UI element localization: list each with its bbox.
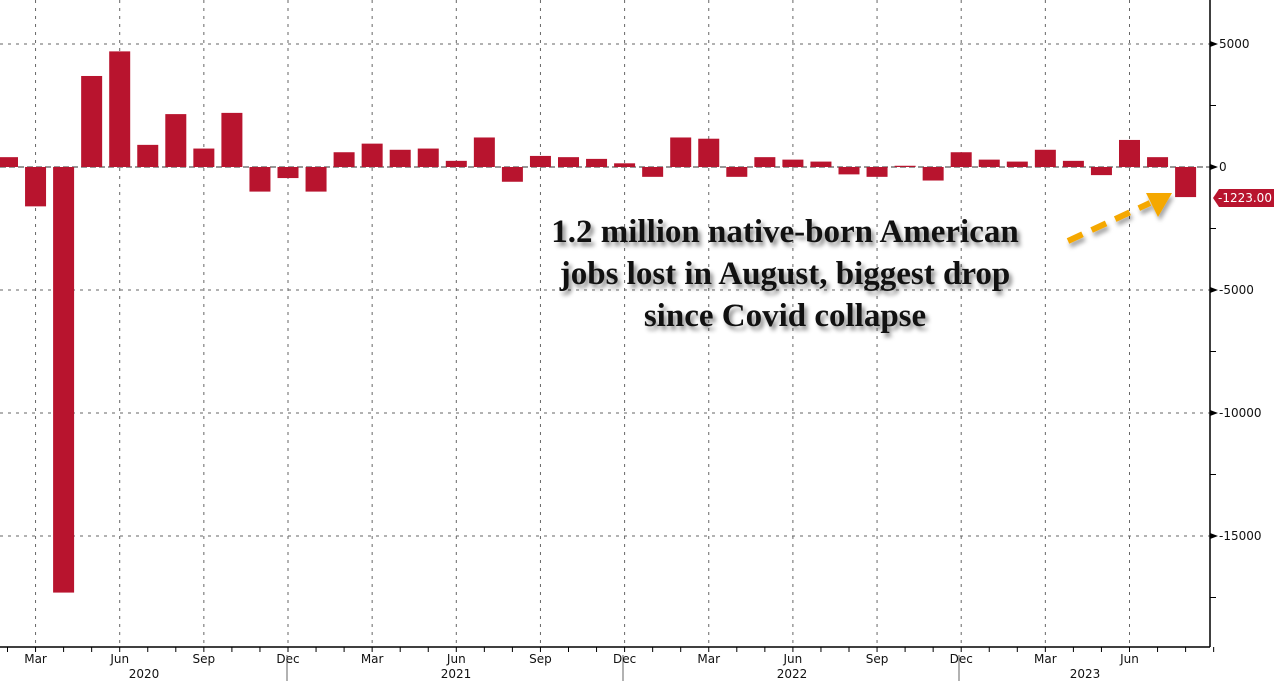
annotation-arrow-icon bbox=[1066, 193, 1172, 244]
bar bbox=[1006, 161, 1028, 167]
y-tick-label: -10000 bbox=[1219, 406, 1262, 420]
bar bbox=[417, 148, 439, 167]
bar bbox=[389, 149, 411, 167]
bar bbox=[305, 167, 327, 192]
bar bbox=[501, 167, 523, 182]
x-tick-label: Sep bbox=[866, 652, 889, 666]
last-value-badge: -1223.00 bbox=[1213, 189, 1274, 207]
x-tick-label: Mar bbox=[24, 652, 47, 666]
bar bbox=[950, 152, 972, 167]
bar bbox=[726, 167, 748, 177]
bar bbox=[1062, 160, 1084, 167]
bar bbox=[445, 160, 467, 167]
bar bbox=[1147, 157, 1169, 167]
bar bbox=[529, 155, 551, 167]
y-tick-label: 0 bbox=[1219, 160, 1227, 174]
bar bbox=[1119, 139, 1140, 167]
bar bbox=[473, 137, 495, 167]
x-tick-label: Jun bbox=[446, 652, 466, 666]
bar bbox=[1090, 167, 1112, 176]
bar bbox=[978, 159, 1000, 167]
bar bbox=[361, 143, 383, 167]
bar bbox=[586, 158, 608, 167]
bar bbox=[0, 157, 18, 167]
bar bbox=[25, 167, 47, 207]
x-tick-label: Dec bbox=[276, 652, 299, 666]
year-label: 2023 bbox=[1070, 667, 1101, 681]
bar bbox=[810, 161, 832, 167]
y-tick-label: -15000 bbox=[1219, 529, 1262, 543]
bar bbox=[642, 167, 664, 177]
year-label: 2020 bbox=[129, 667, 160, 681]
bar bbox=[922, 167, 944, 181]
bar bbox=[782, 159, 804, 167]
y-tick-label: -5000 bbox=[1219, 283, 1254, 297]
x-tick-label: Jun bbox=[109, 652, 129, 666]
annotation-line-1: 1.2 million native-born American bbox=[551, 214, 1019, 250]
bar bbox=[894, 165, 916, 167]
bar bbox=[670, 137, 692, 167]
bar bbox=[754, 157, 776, 167]
bar bbox=[698, 138, 720, 167]
bar bbox=[277, 167, 299, 179]
x-tick-label: Mar bbox=[697, 652, 720, 666]
annotation-line-3: since Covid collapse bbox=[643, 297, 927, 334]
bar bbox=[614, 163, 636, 167]
bar bbox=[137, 144, 159, 167]
bar bbox=[333, 152, 355, 167]
x-tick-label: Sep bbox=[193, 652, 216, 666]
bar bbox=[109, 51, 131, 167]
x-tick-label: Dec bbox=[950, 652, 973, 666]
chart-annotation: 1.2 million native-born American jobs lo… bbox=[490, 212, 1080, 338]
axes bbox=[0, 0, 1216, 681]
bar bbox=[53, 167, 75, 593]
bar bbox=[866, 167, 888, 177]
x-tick-label: Mar bbox=[361, 652, 384, 666]
bar bbox=[1175, 167, 1197, 198]
x-tick-label: Dec bbox=[613, 652, 636, 666]
bar bbox=[221, 112, 243, 167]
bar-series bbox=[0, 51, 1197, 593]
bar bbox=[249, 167, 271, 192]
x-tick-label: Jun bbox=[1119, 652, 1139, 666]
annotation-line-2: jobs lost in August, biggest drop bbox=[559, 255, 1011, 292]
bar bbox=[558, 157, 579, 167]
bar bbox=[81, 75, 103, 167]
x-tick-label: Sep bbox=[529, 652, 552, 666]
y-tick-label: 5000 bbox=[1219, 37, 1250, 51]
x-tick-label: Mar bbox=[1034, 652, 1057, 666]
bar bbox=[193, 148, 215, 167]
year-label: 2021 bbox=[441, 667, 472, 681]
bar bbox=[838, 167, 860, 175]
y-axis-labels: 5000 0 -5000 -10000 -15000 bbox=[1210, 37, 1262, 543]
bar bbox=[1034, 149, 1056, 167]
x-tick-label: Jun bbox=[783, 652, 803, 666]
bar bbox=[165, 114, 187, 167]
x-axis-labels: Mar Jun Sep Dec Mar Jun Sep Dec Mar Jun Sep Dec Mar J… bbox=[24, 652, 1139, 681]
year-label: 2022 bbox=[777, 667, 808, 681]
